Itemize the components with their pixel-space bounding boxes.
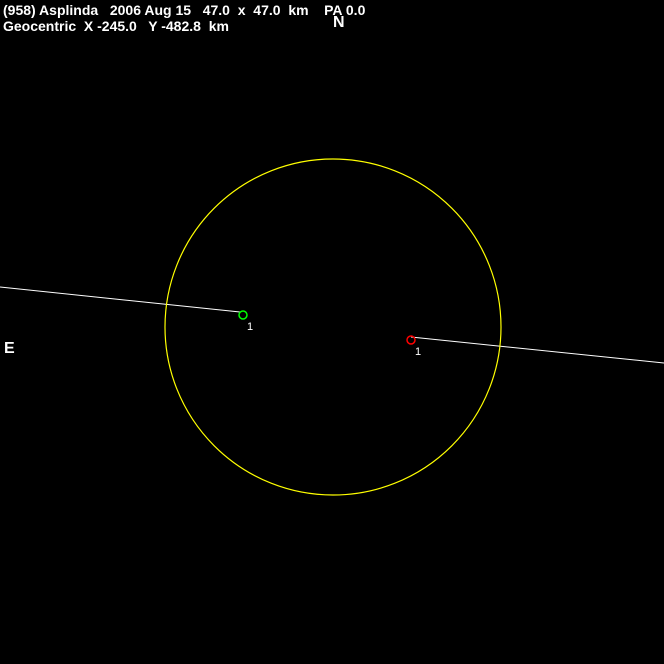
header-line-2: Geocentric X -245.0 Y -482.8 km [3,18,229,34]
event-marker [239,311,247,319]
event-marker-label: 1 [415,346,421,358]
east-label: E [4,340,15,358]
chord-line [0,287,240,312]
north-label: N [333,14,345,32]
asteroid-outline [165,159,501,495]
chord-line [411,337,664,363]
event-marker-label: 1 [247,321,253,333]
header-line-1: (958) Asplinda 2006 Aug 15 47.0 x 47.0 k… [3,2,365,18]
occultation-plot [0,0,664,664]
